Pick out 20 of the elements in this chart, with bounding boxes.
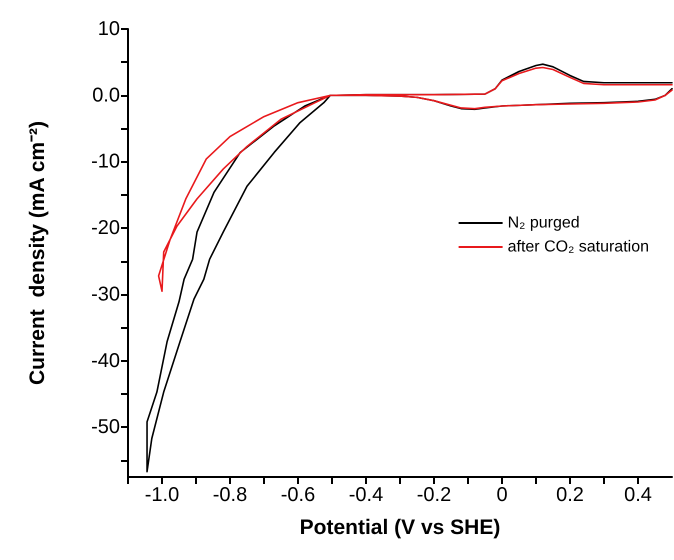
y-tick-label: -30 — [91, 283, 120, 306]
x-tick-label: -1.0 — [144, 484, 180, 506]
y-axis-title: Current density (mA cm⁻²) — [26, 120, 49, 386]
y-tick-label: -40 — [91, 350, 120, 372]
legend-label: N₂ purged — [508, 214, 580, 232]
y-tick-label: -10 — [91, 150, 120, 173]
x-tick-label: -0.4 — [348, 484, 384, 506]
y-tick-label: -50 — [91, 416, 120, 438]
x-tick-label: -0.2 — [416, 484, 452, 506]
y-tick-label: -20 — [91, 217, 120, 240]
x-axis-title: Potential (V vs SHE) — [300, 516, 500, 539]
y-tick-label: 0.0 — [92, 84, 120, 106]
y-tick-label: 10 — [98, 18, 120, 40]
line-series — [158, 66, 673, 292]
x-tick-label: 0.4 — [624, 484, 652, 506]
x-tick-label: -0.8 — [212, 484, 248, 506]
x-tick-label: 0.2 — [556, 484, 584, 506]
legend-label: after CO₂ saturation — [508, 238, 650, 256]
x-tick-label: -0.6 — [280, 484, 316, 506]
x-tick-label: 0 — [496, 484, 508, 506]
